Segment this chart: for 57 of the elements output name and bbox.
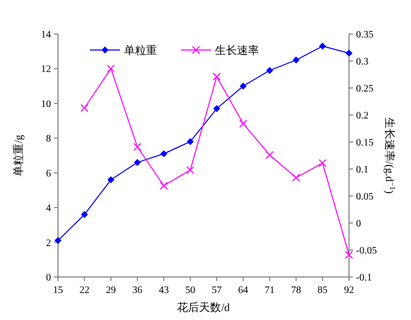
point: [134, 158, 141, 166]
x-tick-label: 50: [185, 285, 196, 296]
y2-tick-label: -0.05: [356, 246, 377, 256]
point: [160, 150, 168, 158]
point: [345, 250, 353, 259]
x-tick-label: 92: [344, 285, 354, 296]
y-tick-label: 4: [46, 203, 51, 214]
point: [292, 56, 300, 64]
x-tick-label: 22: [79, 285, 90, 296]
point: [160, 182, 168, 190]
y-tick-label: 10: [41, 98, 51, 110]
y2-tick-label: 0.25: [356, 84, 374, 94]
y-tick-label: 6: [46, 168, 51, 180]
y2-tick-label: 0.3: [356, 56, 368, 68]
point: [319, 42, 326, 50]
x-tick-label: 36: [132, 285, 142, 296]
point: [318, 159, 327, 168]
y2-tick-label: 0: [356, 218, 361, 230]
y2-tick-label: 0.05: [356, 192, 374, 202]
y2-tick-label: 0.35: [356, 30, 374, 40]
point: [107, 176, 114, 184]
y-tick-label: 8: [46, 134, 51, 145]
point: [54, 237, 62, 244]
x-axis-title: 花后天数/d: [177, 301, 230, 314]
point: [106, 64, 115, 73]
point: [239, 120, 248, 128]
y2-tick-label: -0.1: [356, 272, 372, 284]
point: [292, 174, 300, 182]
x-tick-label: 78: [291, 285, 302, 296]
y-tick-label: 14: [41, 30, 51, 40]
point: [213, 105, 220, 112]
y-tick-label: 2: [46, 238, 51, 249]
x-tick-label: 43: [158, 285, 169, 296]
x-tick-label: 57: [212, 285, 222, 296]
point: [80, 211, 88, 218]
point: [186, 138, 194, 146]
point: [346, 50, 352, 57]
y-axis-title: 单粒重/g: [12, 134, 25, 176]
x-tick-label: 29: [106, 285, 116, 296]
point: [80, 104, 88, 112]
x-tick-label: 64: [238, 285, 248, 296]
point: [133, 142, 142, 151]
x-tick-label: 85: [318, 285, 328, 296]
y-tick-label: 0: [46, 272, 51, 284]
point: [186, 166, 194, 174]
y2-tick-label: 0.1: [356, 164, 368, 176]
point: [212, 72, 221, 81]
point: [266, 66, 274, 74]
y2-tick-label: 0.15: [356, 138, 374, 148]
legend-label: 单粒重: [124, 44, 157, 57]
legend-label: 生长速率: [215, 44, 259, 57]
point: [240, 82, 247, 90]
x-tick-label: 71: [264, 285, 275, 296]
x-tick-label: 15: [53, 285, 63, 296]
y2-tick-label: 0.2: [356, 110, 368, 122]
point: [266, 150, 274, 159]
y-tick-label: 12: [41, 64, 51, 76]
